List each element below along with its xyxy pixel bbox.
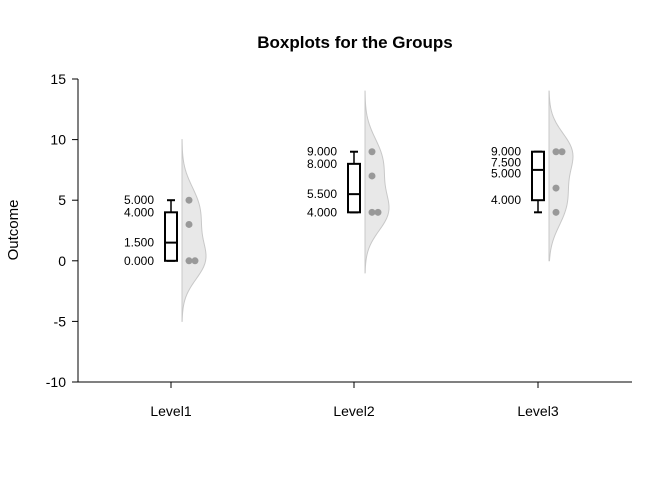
data-point (374, 208, 382, 216)
data-point (368, 148, 376, 156)
groups: 5.0004.0001.5000.0009.0008.0005.5004.000… (124, 90, 574, 322)
data-point (191, 257, 199, 265)
y-tick-label: 15 (50, 71, 66, 87)
chart-title: Boxplots for the Groups (257, 33, 453, 52)
data-point (552, 208, 560, 216)
box-iqr (164, 211, 178, 262)
axes: -10 -5 0 5 10 15 Level1 Level2 Level3 (46, 71, 632, 419)
data-point (558, 148, 566, 156)
value-label: 9.000 (307, 145, 337, 159)
box-iqr (347, 162, 361, 214)
y-tick-label: -5 (54, 313, 67, 329)
data-point (552, 148, 560, 156)
value-label: 0.000 (124, 254, 154, 268)
y-axis-label: Outcome (5, 200, 22, 261)
value-label: 1.500 (124, 236, 154, 250)
density-shape (364, 90, 390, 274)
y-tick-label: 5 (58, 192, 66, 208)
density-shape (548, 90, 574, 262)
value-label: 9.000 (491, 145, 521, 159)
data-point (185, 196, 193, 204)
value-label: 4.000 (307, 205, 337, 219)
value-label: 4.000 (124, 205, 154, 219)
y-tick-label: -10 (46, 374, 66, 390)
value-label: 4.000 (491, 193, 521, 207)
value-label: 5.000 (491, 167, 521, 181)
data-point (552, 184, 560, 192)
value-label: 7.500 (491, 156, 521, 170)
data-point (368, 208, 376, 216)
y-tick-label: 10 (50, 132, 66, 148)
value-label: 8.000 (307, 157, 337, 171)
data-point (185, 220, 193, 228)
density-shape (181, 139, 207, 322)
x-tick-label: Level2 (333, 403, 374, 419)
box-iqr (531, 150, 545, 202)
x-tick-label: Level3 (517, 403, 558, 419)
data-point (368, 172, 376, 180)
value-label: 5.500 (307, 187, 337, 201)
value-label: 5.000 (124, 193, 154, 207)
data-point (185, 257, 193, 265)
x-tick-label: Level1 (150, 403, 191, 419)
y-tick-label: 0 (58, 253, 66, 269)
